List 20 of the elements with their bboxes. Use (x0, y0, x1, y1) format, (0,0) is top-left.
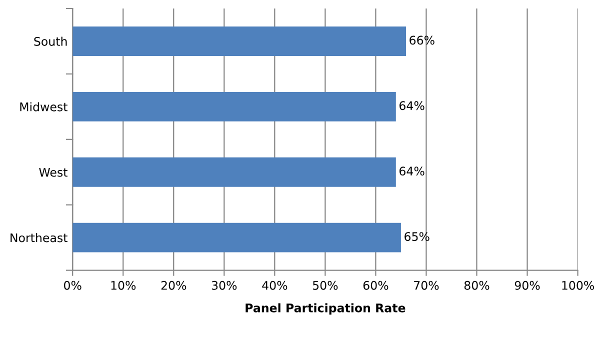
y-tick-label: Northeast (10, 233, 68, 242)
data-label: 66% (410, 36, 434, 45)
data-label: 64% (400, 101, 424, 110)
data-label: 65% (404, 232, 430, 241)
data-label: 64% (400, 166, 424, 176)
x-tick-label: 30% (212, 280, 237, 290)
x-tick-label: 90% (514, 280, 540, 290)
x-tick-label: 60% (363, 280, 388, 290)
x-axis-title: Panel Participation Rate (246, 303, 406, 315)
x-tick-label: 0% (64, 280, 82, 290)
y-tick-label: Midwest (20, 102, 68, 112)
x-tick-label: 40% (262, 280, 288, 290)
x-tick-label: 80% (464, 280, 490, 290)
x-tick-label: 100% (562, 280, 594, 290)
x-tick-label: 50% (312, 280, 338, 290)
x-tick-label: 70% (414, 280, 439, 290)
y-tick-label: South (34, 36, 67, 46)
y-tick-label: West (39, 168, 68, 177)
x-tick-label: 20% (161, 280, 186, 290)
x-tick-label: 10% (111, 280, 136, 290)
